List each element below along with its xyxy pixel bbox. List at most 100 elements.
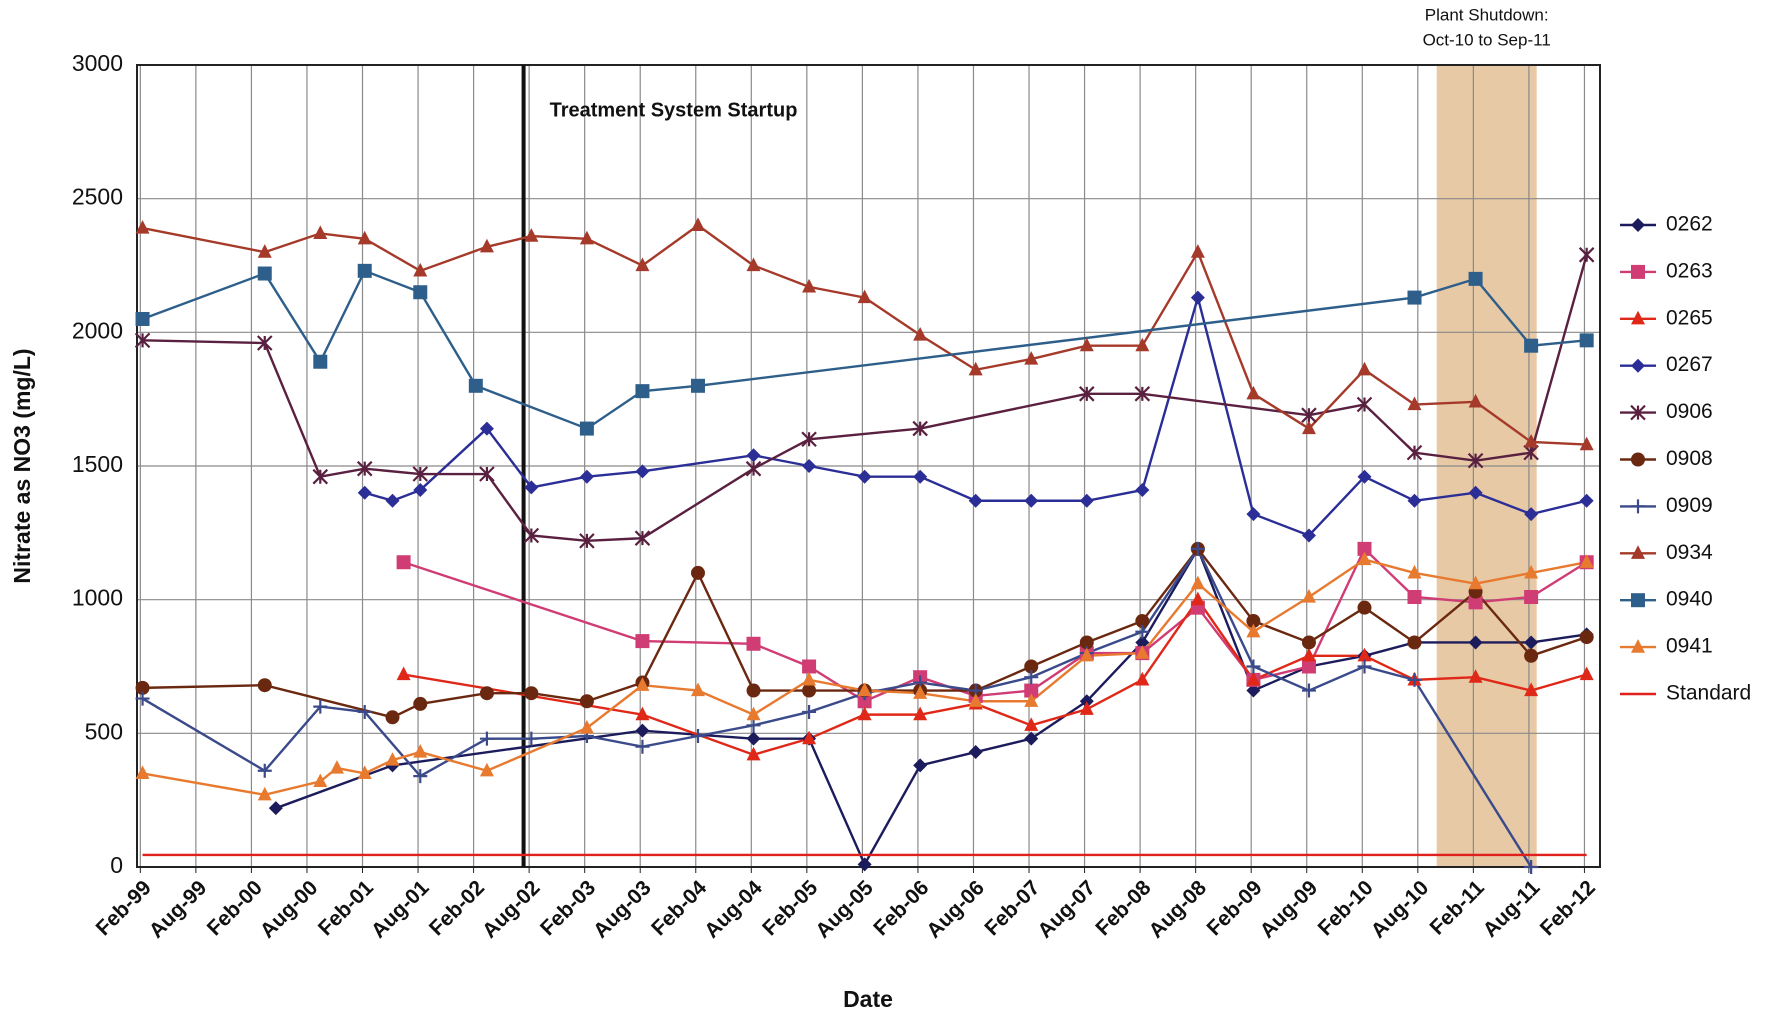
- x-tick-label: Feb-09: [1203, 876, 1267, 940]
- x-tick-label: Aug-01: [367, 876, 434, 943]
- y-tick-label: 2000: [72, 317, 123, 343]
- x-tick-label: Feb-08: [1091, 876, 1155, 940]
- data-point: [135, 311, 150, 326]
- series-line: [403, 597, 1588, 756]
- data-point: [635, 257, 650, 272]
- data-point: [1301, 407, 1317, 423]
- x-tick-label: Feb-00: [203, 876, 267, 940]
- y-tick-label: 3000: [72, 50, 123, 76]
- data-point: [479, 466, 495, 482]
- data-point: [1135, 337, 1150, 352]
- data-point: [1246, 507, 1261, 522]
- data-point: [579, 694, 594, 709]
- shutdown-label: Oct-10 to Sep-11: [1423, 30, 1551, 49]
- data-point: [1024, 731, 1039, 746]
- data-point: [1357, 361, 1372, 376]
- data-point: [690, 729, 705, 744]
- legend-label: 0909: [1666, 494, 1713, 517]
- data-point: [312, 468, 329, 485]
- data-point: [1079, 647, 1094, 662]
- data-point: [1357, 647, 1372, 662]
- data-point: [857, 857, 872, 872]
- data-point: [802, 659, 817, 674]
- data-point: [1135, 624, 1150, 639]
- data-point: [1579, 630, 1594, 645]
- data-point: [746, 636, 761, 651]
- x-tick-label: Feb-06: [869, 876, 933, 940]
- data-point: [1190, 290, 1205, 305]
- data-point: [1135, 671, 1150, 686]
- data-point: [1524, 338, 1539, 353]
- data-point: [134, 332, 151, 349]
- data-point: [1579, 333, 1594, 348]
- legend-label: 0267: [1666, 353, 1713, 376]
- x-tick-label: Feb-01: [314, 876, 378, 940]
- data-point: [357, 704, 372, 719]
- data-point: [479, 731, 494, 746]
- data-point: [1079, 635, 1094, 650]
- data-point: [635, 634, 650, 649]
- x-tick-label: Aug-03: [589, 876, 656, 943]
- data-point: [329, 760, 344, 774]
- x-tick-label: Feb-02: [425, 876, 489, 940]
- data-point: [913, 327, 928, 341]
- legend-marker: [1631, 358, 1645, 373]
- data-point: [1524, 635, 1539, 650]
- legend-label: 0906: [1666, 400, 1713, 423]
- data-point: [1524, 648, 1539, 663]
- data-point: [479, 686, 494, 701]
- data-point: [1301, 528, 1316, 543]
- data-point: [690, 565, 705, 580]
- data-point: [857, 469, 872, 484]
- data-point: [1135, 645, 1150, 659]
- x-tick-label: Feb-05: [758, 876, 822, 940]
- data-point: [913, 706, 928, 721]
- x-tick-label: Feb-11: [1426, 876, 1490, 940]
- series-line: [275, 546, 1587, 868]
- data-point: [257, 763, 272, 778]
- x-tick-label: Aug-06: [922, 876, 989, 943]
- data-point: [857, 694, 872, 709]
- data-point: [1407, 635, 1422, 650]
- y-tick-label: 1500: [72, 451, 123, 477]
- data-point: [1135, 635, 1150, 650]
- data-point: [1301, 635, 1316, 650]
- data-point: [802, 278, 817, 293]
- data-point: [1579, 666, 1594, 681]
- data-point: [1079, 386, 1095, 402]
- data-point: [635, 706, 650, 721]
- data-point: [1246, 614, 1261, 629]
- data-point: [857, 289, 872, 304]
- legend-label: 0941: [1666, 635, 1713, 658]
- data-point: [413, 744, 428, 758]
- data-point: [1407, 564, 1422, 579]
- data-point: [1579, 554, 1594, 568]
- data-point: [357, 263, 372, 278]
- data-point: [1524, 682, 1539, 697]
- data-point: [1134, 386, 1151, 402]
- data-point: [413, 696, 428, 711]
- data-point: [913, 758, 928, 773]
- data-point: [468, 378, 483, 393]
- x-tick-label: Feb-10: [1314, 876, 1378, 940]
- data-point: [635, 384, 650, 399]
- data-point: [1079, 701, 1094, 715]
- data-point: [313, 354, 328, 369]
- data-point: [1246, 623, 1261, 638]
- data-point: [135, 220, 150, 234]
- data-point: [1524, 564, 1539, 579]
- data-point: [634, 530, 651, 546]
- data-point: [523, 527, 540, 544]
- data-point: [257, 678, 272, 693]
- legend-label: 0262: [1666, 213, 1713, 236]
- data-point: [1079, 493, 1094, 508]
- y-axis-title: Nitrate as NO3 (mg/L): [9, 348, 35, 583]
- data-point: [1024, 659, 1039, 674]
- data-point: [801, 431, 817, 448]
- data-point: [1190, 541, 1205, 556]
- data-point: [1468, 393, 1483, 408]
- series-line: [142, 254, 1588, 543]
- data-point: [313, 225, 328, 240]
- data-point: [635, 464, 650, 479]
- legend: 0262 0263 0265 0267 0906 0908 0909 0934 0940 0941…: [1620, 213, 1751, 705]
